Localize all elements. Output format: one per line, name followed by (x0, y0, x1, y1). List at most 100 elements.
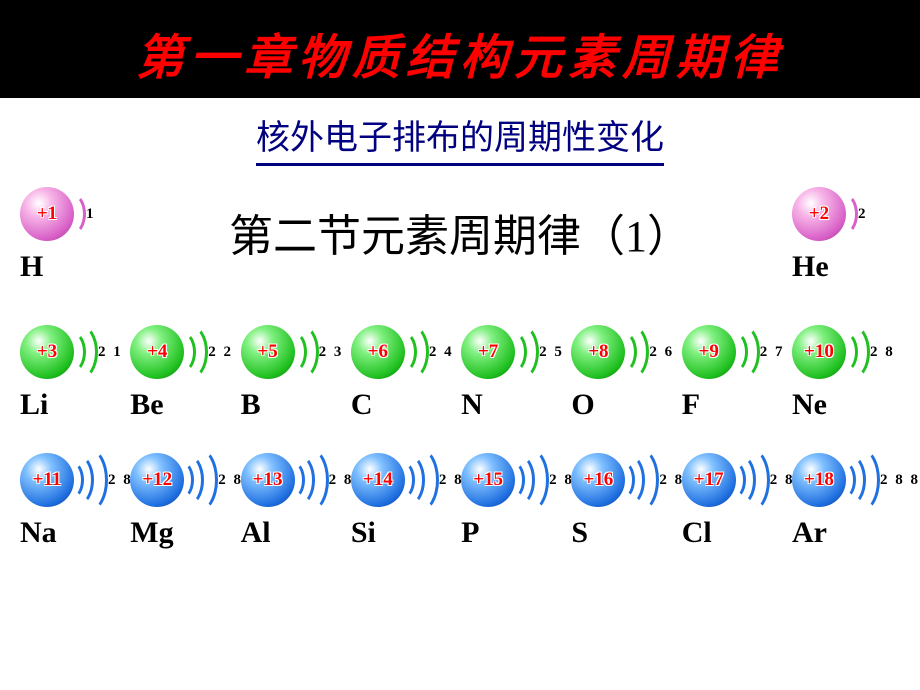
shell-config: 2 4 (429, 344, 454, 361)
element-visual: +1 1 (20, 180, 96, 248)
atomic-number: +16 (583, 469, 613, 491)
electron-shells: 1 (72, 193, 96, 235)
section-title: 第二节元素周期律（1） (138, 200, 782, 264)
atomic-number: +3 (37, 341, 57, 363)
electron-shells: 2 2 (182, 324, 233, 380)
electron-shells: 2 7 (734, 324, 785, 380)
element-symbol: Ar (792, 516, 827, 550)
element-visual: +82 6 (571, 318, 674, 386)
electron-shells: 2 (844, 193, 868, 235)
shell-config: 2 7 (760, 344, 785, 361)
atomic-number: +17 (694, 469, 724, 491)
element-symbol: Al (241, 516, 271, 550)
shell-config: 2 8 8 (880, 472, 920, 489)
nucleus-sphere: +6 (351, 325, 405, 379)
shell-arc (80, 324, 98, 380)
atomic-number: +10 (804, 341, 834, 363)
atomic-number: +11 (33, 469, 62, 491)
nucleus-sphere: +16 (571, 453, 625, 507)
element-s: +162 8 6S (571, 446, 679, 550)
element-row-1: +1 1 H 第二节元素周期律（1） +2 2 (20, 180, 900, 284)
sub-heading: 核外电子排布的周期性变化 (256, 110, 664, 166)
electron-shells: 2 6 (623, 324, 674, 380)
element-visual: +152 8 5 (461, 446, 589, 514)
element-li: +32 1Li (20, 318, 128, 422)
shell-config: 2 6 (649, 344, 674, 361)
electron-shells: 2 1 (72, 324, 123, 380)
element-visual: +10 2 8 (792, 318, 895, 386)
element-row-2: +32 1Li+42 2Be+52 3B+62 4C+72 5N+82 6O+9… (20, 318, 900, 422)
electron-shells: 2 3 (293, 324, 344, 380)
shell-arc (309, 447, 329, 513)
nucleus-sphere: +4 (130, 325, 184, 379)
shell-arc (190, 324, 208, 380)
element-symbol: Si (351, 516, 376, 550)
element-visual: +142 8 4 (351, 446, 479, 514)
element-cl: +172 8 7Cl (682, 446, 790, 550)
element-symbol: Mg (130, 516, 173, 550)
nucleus-sphere: +15 (461, 453, 515, 507)
element-symbol: H (20, 250, 43, 284)
element-symbol: O (571, 388, 594, 422)
nucleus-sphere: +1 (20, 187, 74, 241)
electron-shells: 2 8 8 (844, 447, 920, 513)
nucleus-sphere: +7 (461, 325, 515, 379)
element-symbol: S (571, 516, 588, 550)
element-o: +82 6O (571, 318, 679, 422)
element-visual: +5 2 3 (241, 318, 344, 386)
element-symbol: F (682, 388, 700, 422)
shell-arc (529, 447, 549, 513)
element-visual: +7 2 5 (461, 318, 564, 386)
shell-arc (750, 447, 770, 513)
element-ne: +102 8Ne (792, 318, 900, 422)
shell-arc (860, 447, 880, 513)
shell-config: 2 5 (539, 344, 564, 361)
nucleus-sphere: +17 (682, 453, 736, 507)
atomic-number: +7 (478, 341, 498, 363)
element-visual: +3 2 1 (20, 318, 123, 386)
shell-arc (88, 447, 108, 513)
nucleus-sphere: +2 (792, 187, 846, 241)
chapter-title: 第一章物质结构元素周期律 (0, 0, 920, 98)
element-he: +2 2 He (792, 180, 900, 284)
shell-arc (844, 193, 858, 235)
element-visual: +162 8 6 (571, 446, 699, 514)
element-visual: +122 8 2 (130, 446, 258, 514)
element-visual: +42 2 (130, 318, 233, 386)
electron-shells: 2 8 (844, 324, 895, 380)
shell-arc (521, 324, 539, 380)
element-symbol: Na (20, 516, 57, 550)
element-al: +132 8 3Al (241, 446, 349, 550)
atomic-number: +18 (804, 469, 834, 491)
element-visual: +6 2 4 (351, 318, 454, 386)
element-symbol: Be (130, 388, 163, 422)
nucleus-sphere: +13 (241, 453, 295, 507)
element-ar: +182 8 8Ar (792, 446, 900, 550)
shell-config: 2 3 (319, 344, 344, 361)
element-be: +42 2Be (130, 318, 238, 422)
element-f: +9 2 7 F (682, 318, 790, 422)
atomic-number: +9 (699, 341, 719, 363)
nucleus-sphere: +11 (20, 453, 74, 507)
shell-arc (419, 447, 439, 513)
shell-arc (631, 324, 649, 380)
electron-shells: 2 4 (403, 324, 454, 380)
element-visual: +112 8 1 (20, 446, 148, 514)
shell-arc (742, 324, 760, 380)
element-b: +52 3B (241, 318, 349, 422)
element-visual: +2 2 (792, 180, 868, 248)
element-symbol: C (351, 388, 373, 422)
element-symbol: Cl (682, 516, 712, 550)
element-row-3: +112 8 1Na+122 8 2Mg+132 8 3Al+142 8 4Si… (20, 446, 900, 550)
element-mg: +122 8 2Mg (130, 446, 238, 550)
atomic-number: +5 (257, 341, 277, 363)
atomic-number: +1 (37, 203, 57, 225)
element-visual: +132 8 3 (241, 446, 369, 514)
shell-config: 2 8 (870, 344, 895, 361)
shell-arc (411, 324, 429, 380)
shell-arc (639, 447, 659, 513)
atomic-number: +6 (368, 341, 388, 363)
element-visual: +172 8 7 (682, 446, 810, 514)
nucleus-sphere: +9 (682, 325, 736, 379)
element-n: +72 5N (461, 318, 569, 422)
